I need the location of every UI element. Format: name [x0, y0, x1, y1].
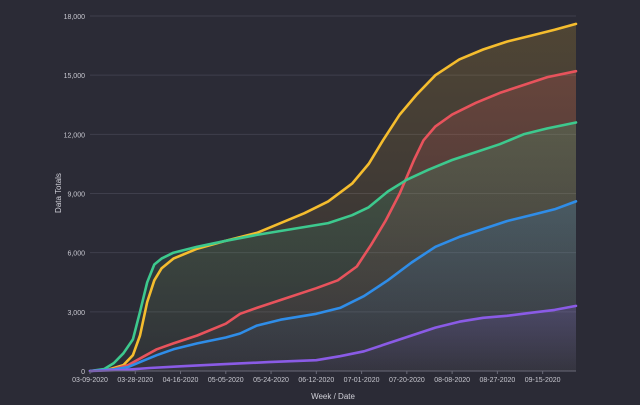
- x-tick-label: 08-27-2020: [479, 377, 515, 384]
- y-tick-label: 0: [81, 369, 85, 376]
- x-tick-label: 06-12-2020: [298, 377, 334, 384]
- x-tick-labels: 03-09-2020 03-28-2020 04-16-2020 05-05-2020…: [72, 371, 561, 384]
- series-line-yellow: [88, 22, 578, 373]
- series-area-purple: [90, 305, 576, 371]
- series-line-red: [88, 69, 578, 373]
- x-tick-label: 03-28-2020: [117, 377, 153, 384]
- y-tick-label: 12,000: [64, 132, 86, 139]
- x-tick-label: 08-08-2020: [434, 377, 470, 384]
- y-tick-label: 6,000: [67, 251, 85, 258]
- y-tick-label: 3,000: [67, 310, 85, 317]
- y-axis-title: Data Totals: [54, 173, 63, 213]
- x-tick-label: 09-15-2020: [525, 377, 561, 384]
- series-line-purple: [88, 304, 578, 373]
- x-tick-label: 04-16-2020: [163, 377, 199, 384]
- y-tick-label: 9,000: [67, 192, 85, 199]
- y-tick-label: 15,000: [64, 73, 86, 80]
- series-lines: [88, 22, 578, 373]
- series-line-green: [88, 121, 578, 373]
- series-areas: [90, 23, 576, 372]
- x-tick-label: 05-05-2020: [208, 377, 244, 384]
- y-tick-label: 18,000: [64, 14, 86, 21]
- x-tick-label: 05-24-2020: [253, 377, 289, 384]
- x-tick-label: 07-01-2020: [344, 377, 380, 384]
- x-tick-label: 07-20-2020: [389, 377, 425, 384]
- x-axis-title: Week / Date: [311, 392, 355, 400]
- series-line-blue: [88, 200, 578, 373]
- x-tick-label: 03-09-2020: [72, 377, 108, 384]
- y-tick-labels: 0 3,000 6,000 9,000 12,000 15,000 18,000: [64, 14, 86, 376]
